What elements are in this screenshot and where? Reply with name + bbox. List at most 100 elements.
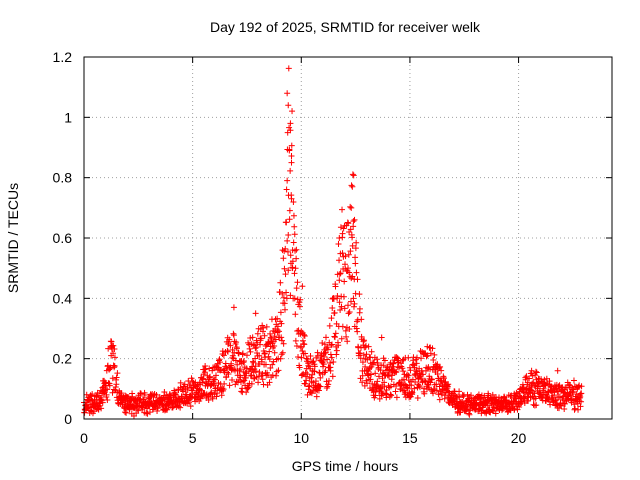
- data-point: [189, 378, 196, 385]
- data-point: [423, 353, 430, 360]
- data-point: [327, 367, 334, 374]
- data-point: [511, 406, 518, 413]
- data-point: [278, 320, 285, 327]
- data-point: [400, 368, 407, 375]
- data-point: [276, 328, 283, 335]
- data-point: [280, 255, 287, 262]
- data-point: [303, 355, 310, 362]
- data-point: [213, 372, 219, 379]
- data-point: [123, 409, 130, 416]
- data-point: [353, 269, 360, 276]
- data-point: [256, 352, 263, 359]
- data-point: [434, 361, 441, 368]
- data-point: [424, 352, 431, 359]
- data-point: [445, 381, 452, 388]
- data-point: [416, 384, 423, 391]
- data-point: [114, 370, 121, 377]
- data-point: [283, 219, 290, 226]
- data-point: [269, 361, 276, 368]
- data-point: [104, 386, 111, 393]
- data-point: [421, 390, 428, 397]
- data-point: [213, 393, 220, 400]
- data-point: [147, 409, 153, 416]
- data-point: [562, 400, 569, 407]
- data-point: [177, 379, 184, 386]
- data-point: [111, 362, 118, 369]
- data-point: [99, 399, 106, 406]
- data-point: [436, 396, 443, 403]
- data-point: [388, 392, 395, 399]
- data-point: [171, 390, 178, 397]
- data-point: [368, 363, 375, 370]
- data-points: [81, 65, 585, 419]
- data-point: [359, 372, 366, 379]
- data-point: [332, 330, 339, 337]
- data-point: [285, 65, 292, 72]
- data-point: [286, 147, 293, 154]
- data-point: [282, 245, 289, 252]
- data-point: [289, 265, 296, 272]
- data-point: [260, 324, 267, 331]
- data-point: [353, 325, 360, 332]
- data-point: [427, 379, 434, 386]
- data-point: [378, 334, 385, 341]
- data-point: [332, 283, 339, 290]
- data-point: [288, 142, 295, 149]
- data-point: [399, 365, 406, 372]
- data-point: [188, 375, 195, 382]
- data-point: [224, 369, 231, 376]
- data-point: [323, 385, 330, 392]
- data-point: [243, 389, 250, 396]
- y-tick-label: 0.4: [53, 290, 73, 306]
- data-point: [175, 403, 182, 410]
- data-point: [207, 373, 214, 380]
- data-point: [293, 285, 300, 292]
- data-point: [209, 367, 216, 374]
- data-point: [104, 397, 111, 404]
- data-point: [298, 354, 305, 361]
- data-point: [347, 298, 354, 305]
- data-point: [285, 102, 292, 109]
- data-point: [271, 349, 278, 356]
- data-point: [524, 379, 531, 386]
- data-point: [282, 271, 289, 278]
- data-point: [343, 333, 350, 340]
- data-point: [266, 356, 273, 363]
- data-point: [113, 374, 120, 381]
- data-point: [340, 225, 347, 232]
- data-point: [312, 378, 319, 385]
- data-point: [306, 382, 313, 389]
- x-axis-label: GPS time / hours: [292, 458, 399, 474]
- data-point: [304, 371, 311, 378]
- data-point: [351, 216, 358, 223]
- data-point: [129, 393, 136, 400]
- data-point: [266, 379, 273, 386]
- data-point: [285, 267, 292, 274]
- data-point: [279, 290, 286, 297]
- data-point: [561, 405, 568, 412]
- data-point: [280, 340, 287, 347]
- data-point: [109, 375, 116, 382]
- data-point: [340, 293, 347, 300]
- data-point: [202, 366, 209, 373]
- data-point: [371, 359, 378, 366]
- data-point: [567, 382, 574, 389]
- data-point: [261, 332, 268, 339]
- data-point: [415, 382, 422, 389]
- data-point: [377, 367, 384, 374]
- x-tick-label: 10: [293, 430, 309, 446]
- data-point: [347, 203, 354, 210]
- data-point: [455, 393, 461, 400]
- data-point: [291, 270, 298, 277]
- data-point: [321, 353, 328, 360]
- data-point: [466, 411, 473, 418]
- data-point: [577, 403, 584, 410]
- data-point: [465, 410, 472, 417]
- data-point: [338, 303, 345, 310]
- data-point: [578, 390, 585, 397]
- data-point: [438, 367, 445, 374]
- data-point: [322, 367, 329, 374]
- data-point: [345, 251, 352, 258]
- y-tick-label: 1.2: [53, 49, 73, 65]
- data-point: [354, 328, 361, 335]
